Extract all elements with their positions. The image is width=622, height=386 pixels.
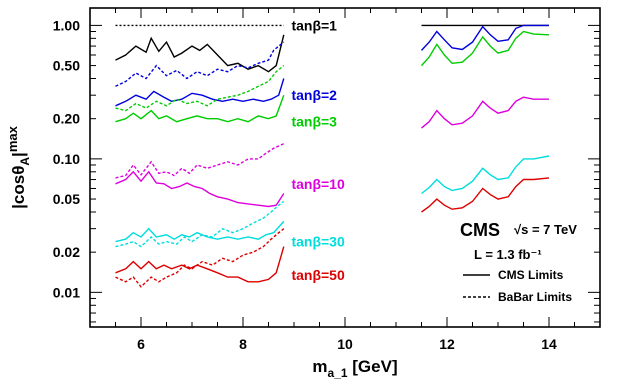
series-cms-line-high <box>421 96 549 129</box>
series-4 <box>115 155 550 248</box>
series-cms-line-low <box>115 34 285 73</box>
y-axis: 0.01 0.02 0.05 0.10 0.20 0.50 1.00 <box>53 17 600 323</box>
series-labels: tanβ=1 tanβ=2 tanβ=3 tanβ=10 tanβ=30 tanβ=50 <box>291 17 345 283</box>
series-layer <box>115 24 550 288</box>
series-babar-line <box>115 143 285 179</box>
y-tick-label: 0.02 <box>53 244 80 260</box>
series-cms-line-high <box>421 155 550 195</box>
y-tick-label: 0.01 <box>53 284 80 300</box>
series-label: tanβ=3 <box>291 114 337 130</box>
series-cms-line-low <box>115 220 285 243</box>
x-axis: 6 8 10 12 14 <box>115 8 575 352</box>
series-babar-line <box>115 65 285 112</box>
annotation-block: CMS √s = 7 TeV L = 1.3 fb⁻¹ CMS Limits B… <box>460 220 577 304</box>
series-3 <box>115 96 549 208</box>
series-cms-line-low <box>115 246 285 283</box>
x-tick-label: 8 <box>239 336 247 352</box>
legend-cms-label: CMS Limits <box>498 268 564 282</box>
series-1 <box>115 24 549 107</box>
series-label: tanβ=30 <box>291 234 345 250</box>
series-cms-line-high <box>420 24 549 51</box>
series-cms-line-low <box>115 170 285 208</box>
y-tick-label: 0.20 <box>53 111 80 127</box>
legend-babar-label: BaBar Limits <box>498 290 572 304</box>
luminosity-label: L = 1.3 fb⁻¹ <box>474 247 542 262</box>
series-label: tanβ=2 <box>291 87 337 103</box>
y-tick-label: 0.10 <box>53 151 80 167</box>
series-label: tanβ=1 <box>291 17 337 33</box>
series-cms-line-high <box>420 30 550 67</box>
x-tick-label: 10 <box>337 336 353 352</box>
series-cms-line-low <box>115 78 285 107</box>
y-tick-label: 0.50 <box>53 58 80 74</box>
y-tick-label: 0.05 <box>53 191 80 207</box>
x-tick-label: 12 <box>439 336 455 352</box>
series-cms-line-high <box>421 177 550 213</box>
series-cms-line-low <box>115 94 285 123</box>
x-tick-label: 14 <box>541 336 557 352</box>
experiment-label: CMS <box>460 220 500 240</box>
series-5 <box>115 177 550 288</box>
x-axis-label: ma_1 [GeV] <box>312 357 397 380</box>
series-babar-line <box>115 200 285 248</box>
series-label: tanβ=10 <box>291 176 345 192</box>
y-tick-label: 1.00 <box>53 17 80 33</box>
series-2 <box>115 30 550 123</box>
series-babar-line <box>115 41 285 87</box>
energy-label: √s = 7 TeV <box>514 222 577 237</box>
series-label: tanβ=50 <box>291 267 345 283</box>
y-axis-label: |cosθA|max <box>5 125 32 208</box>
x-tick-label: 6 <box>137 336 145 352</box>
